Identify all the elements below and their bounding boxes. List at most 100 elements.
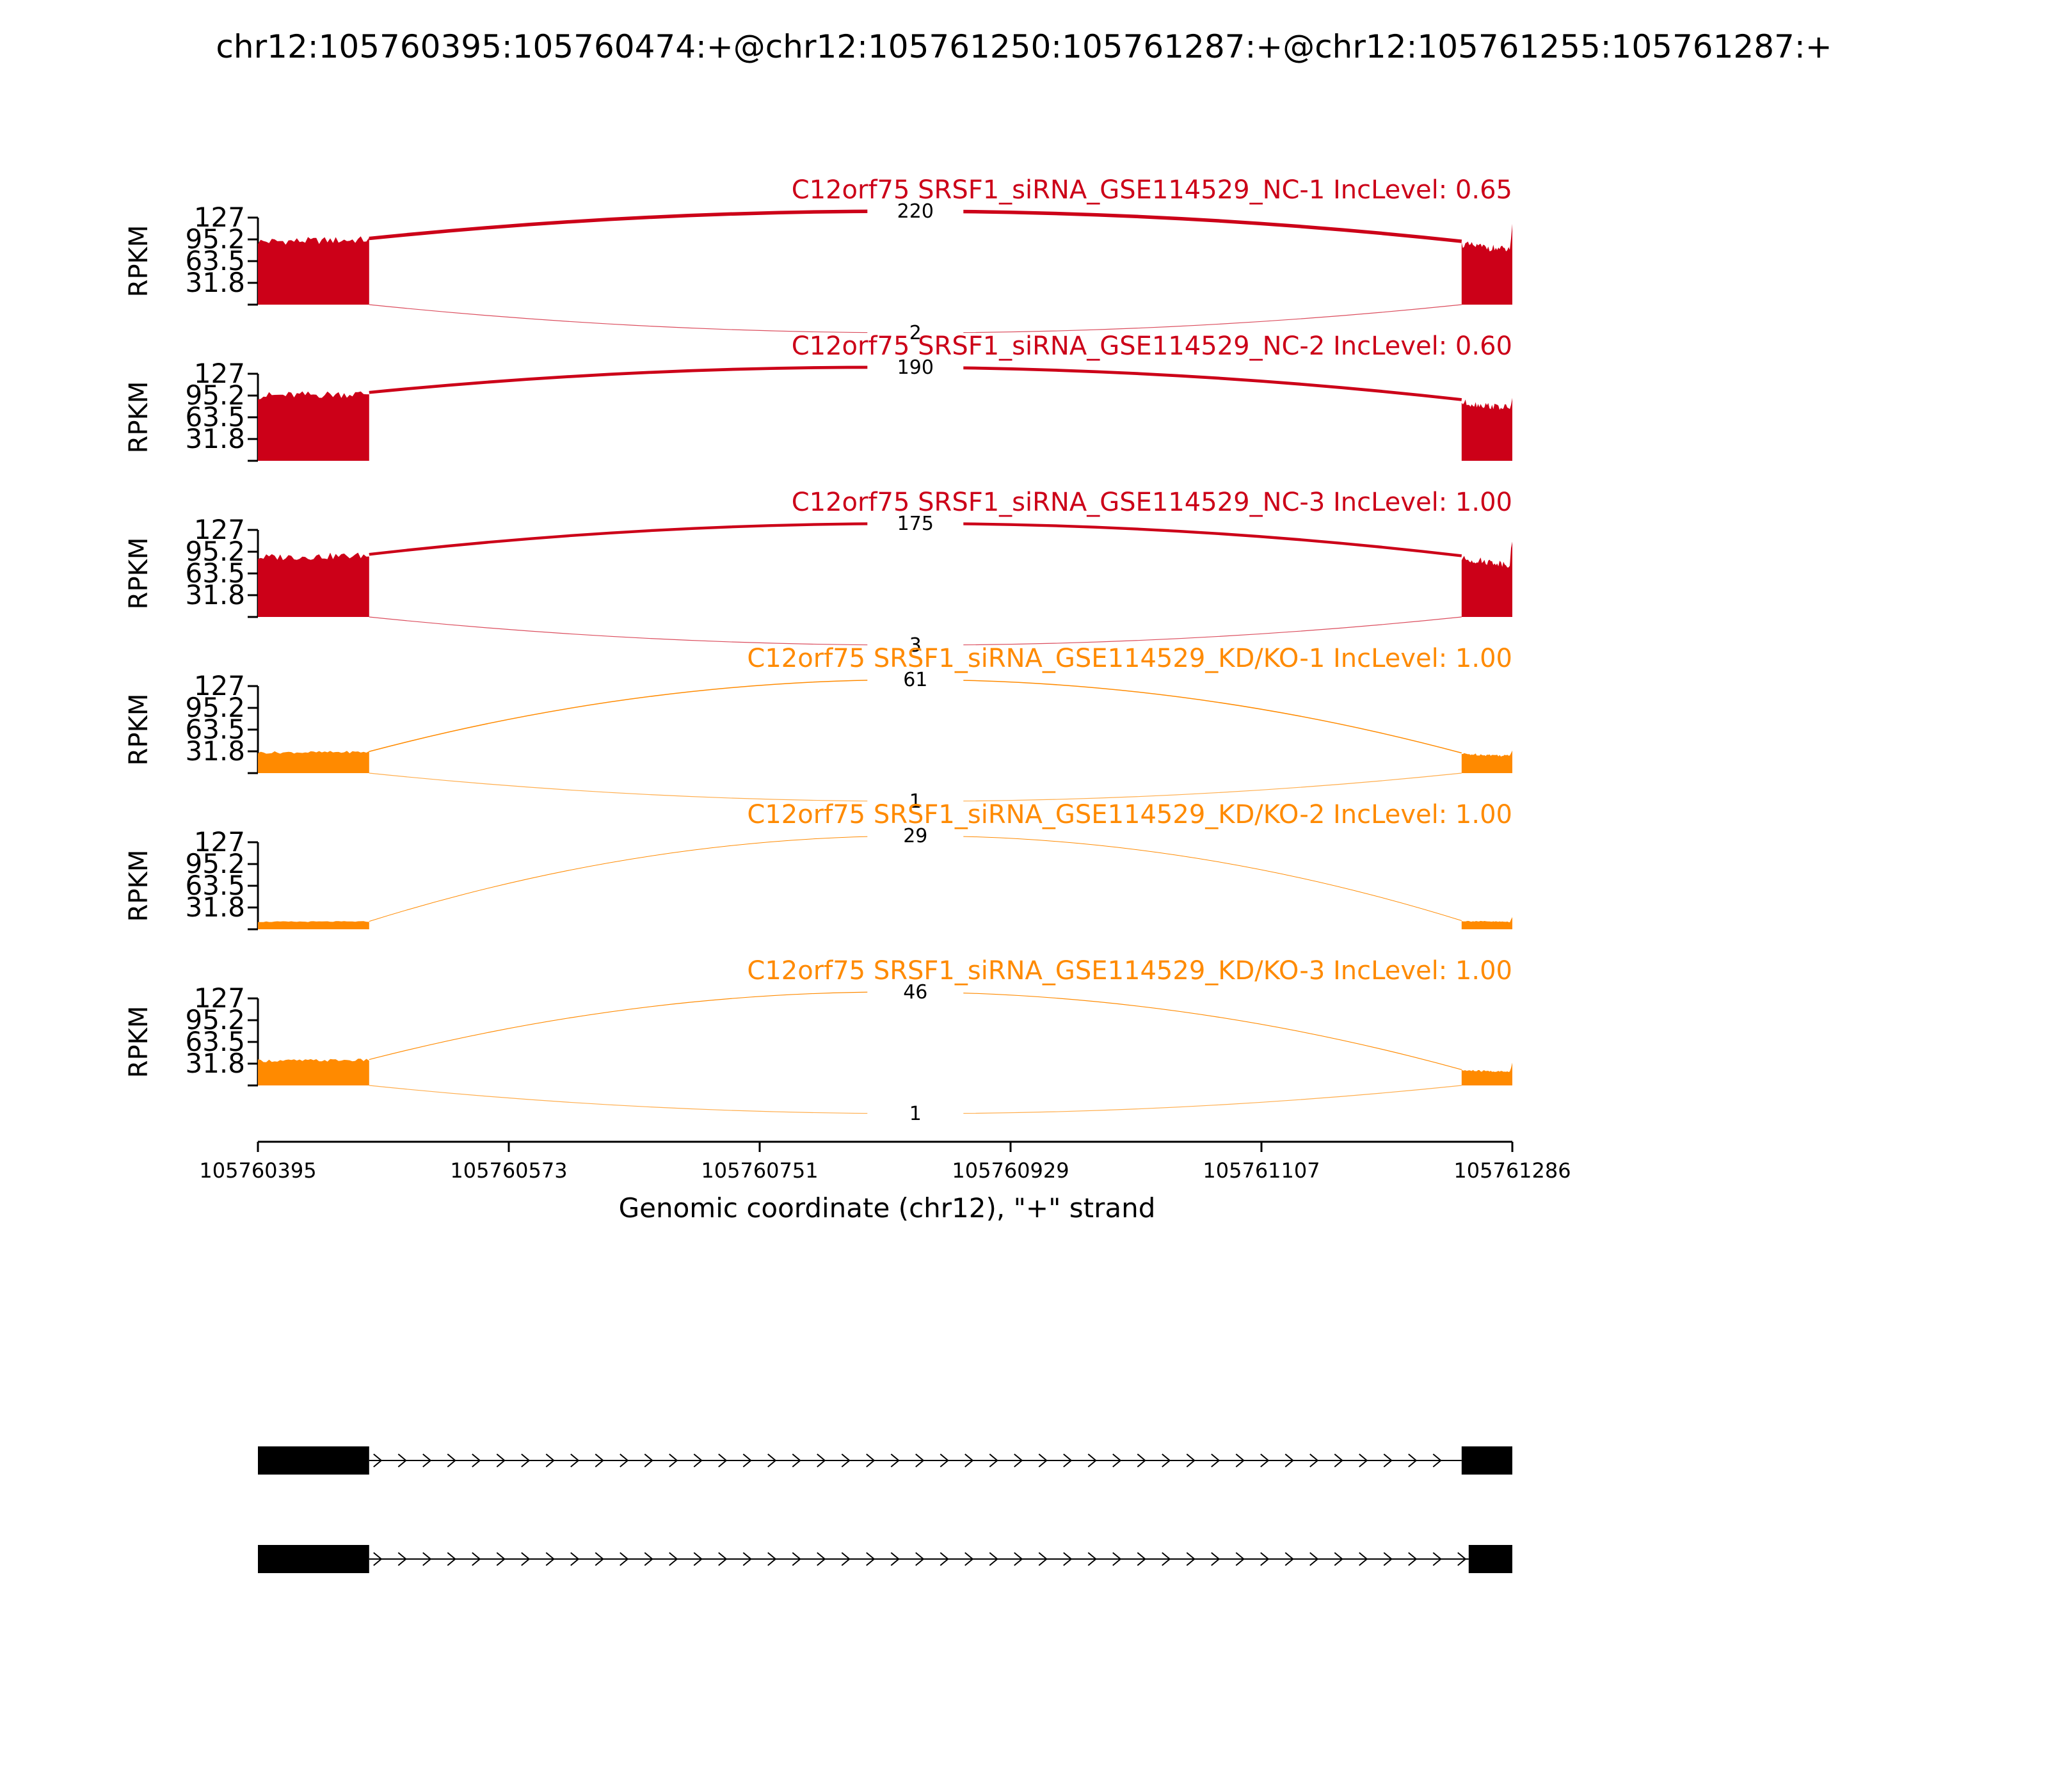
track-label: C12orf75 SRSF1_siRNA_GSE114529_KD/KO-3 I… xyxy=(747,956,1512,986)
strand-arrow xyxy=(1038,1453,1048,1468)
y-tick-label: 63.5 xyxy=(185,401,245,433)
strand-arrow xyxy=(964,1453,974,1468)
strand-arrow xyxy=(1359,1453,1368,1468)
y-tick-label: 95.2 xyxy=(185,692,245,723)
strand-arrow xyxy=(742,1552,752,1566)
strand-arrow xyxy=(1334,1552,1343,1566)
strand-arrow xyxy=(595,1552,604,1566)
strand-arrow xyxy=(1260,1552,1270,1566)
y-tick-label: 63.5 xyxy=(185,557,245,589)
strand-arrow xyxy=(1408,1552,1418,1566)
junction-count-bg xyxy=(867,822,964,845)
coverage-left-exon xyxy=(258,921,369,929)
strand-arrow xyxy=(1408,1453,1418,1468)
strand-arrow xyxy=(866,1453,876,1468)
strand-arrow xyxy=(915,1552,925,1566)
strand-arrow xyxy=(890,1552,900,1566)
track-label: C12orf75 SRSF1_siRNA_GSE114529_KD/KO-1 I… xyxy=(747,644,1512,673)
strand-arrow xyxy=(373,1453,383,1468)
strand-arrow xyxy=(1383,1453,1393,1468)
strand-arrow xyxy=(890,1453,900,1468)
x-tick-label: 105760929 xyxy=(952,1158,1069,1183)
strand-arrow xyxy=(1334,1453,1343,1468)
strand-arrow xyxy=(545,1552,555,1566)
strand-arrow xyxy=(841,1453,851,1468)
strand-arrow xyxy=(669,1552,678,1566)
junction-count-bg xyxy=(867,509,964,532)
junction-arc xyxy=(369,835,1462,922)
y-tick-label: 127 xyxy=(194,514,245,545)
y-axis-label: RPKM xyxy=(124,850,154,922)
strand-arrow xyxy=(718,1453,728,1468)
y-tick-label: 95.2 xyxy=(185,536,245,567)
strand-arrow xyxy=(693,1552,703,1566)
y-tick-label: 95.2 xyxy=(185,223,245,255)
track-label: C12orf75 SRSF1_siRNA_GSE114529_NC-2 IncL… xyxy=(792,332,1512,361)
strand-arrow xyxy=(1284,1552,1294,1566)
y-tick-label: 31.8 xyxy=(185,423,245,454)
coverage-right-exon xyxy=(1461,223,1512,305)
strand-arrow xyxy=(792,1453,801,1468)
strand-arrow xyxy=(940,1552,949,1566)
y-tick-label: 63.5 xyxy=(185,1026,245,1057)
strand-arrow xyxy=(1260,1453,1270,1468)
strand-arrow xyxy=(1284,1453,1294,1468)
strand-arrow xyxy=(767,1453,777,1468)
strand-arrow xyxy=(841,1552,851,1566)
coverage-right-exon xyxy=(1461,750,1512,773)
strand-arrow xyxy=(472,1453,481,1468)
strand-arrow xyxy=(1235,1552,1245,1566)
y-axis-label: RPKM xyxy=(124,225,154,298)
junction-count: 61 xyxy=(903,669,927,691)
strand-arrow xyxy=(595,1453,604,1468)
strand-arrow xyxy=(1309,1552,1319,1566)
y-axis-label: RPKM xyxy=(124,538,154,610)
coverage-right-exon xyxy=(1461,1062,1512,1085)
strand-arrow xyxy=(447,1552,456,1566)
exon-block xyxy=(1461,1446,1512,1475)
y-tick-label: 31.8 xyxy=(185,267,245,298)
x-tick-label: 105760573 xyxy=(450,1158,567,1183)
strand-arrow xyxy=(644,1453,653,1468)
exon-block xyxy=(1468,1545,1512,1573)
strand-arrow xyxy=(521,1453,531,1468)
y-tick-label: 31.8 xyxy=(185,892,245,923)
junction-count: 190 xyxy=(897,356,934,379)
x-axis: 105760395 105760573 105760751 105760929 1057… xyxy=(199,1140,1571,1183)
junction-count-bg xyxy=(867,353,964,376)
strand-arrow xyxy=(1014,1453,1023,1468)
strand-arrow xyxy=(989,1453,998,1468)
strand-arrow xyxy=(1087,1453,1097,1468)
exon-block xyxy=(258,1545,369,1573)
junction-count-bg xyxy=(867,319,964,342)
strand-arrow xyxy=(496,1552,506,1566)
strand-arrow xyxy=(1186,1453,1196,1468)
strand-arrow xyxy=(792,1552,801,1566)
strand-arrow xyxy=(1211,1453,1220,1468)
coverage-left-exon xyxy=(258,391,369,461)
strand-arrow xyxy=(1137,1453,1146,1468)
transcript-1 xyxy=(258,1446,1512,1475)
strand-arrow xyxy=(1112,1552,1122,1566)
strand-arrow xyxy=(1112,1453,1122,1468)
strand-arrow xyxy=(1383,1552,1393,1566)
strand-arrow xyxy=(1432,1552,1442,1566)
strand-arrow xyxy=(1432,1453,1442,1468)
strand-arrow xyxy=(866,1552,876,1566)
junction-count-bg xyxy=(867,666,964,689)
strand-arrow xyxy=(1137,1552,1146,1566)
strand-arrow xyxy=(989,1552,998,1566)
x-tick-label: 105761286 xyxy=(1453,1158,1571,1183)
y-tick-label: 31.8 xyxy=(185,735,245,767)
y-tick-label: 63.5 xyxy=(185,245,245,276)
strand-arrow xyxy=(422,1552,432,1566)
strand-arrow xyxy=(915,1453,925,1468)
strand-arrow xyxy=(1038,1552,1048,1566)
strand-arrow xyxy=(1211,1552,1220,1566)
x-tick-label: 105760395 xyxy=(199,1158,316,1183)
junction-count: 1 xyxy=(909,790,922,813)
